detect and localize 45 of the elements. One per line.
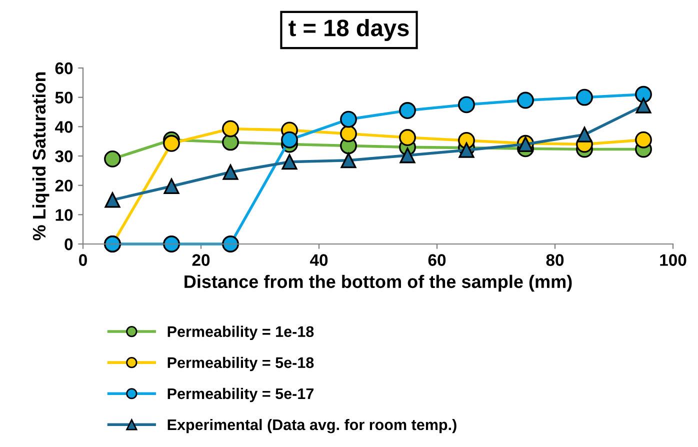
point: [222, 236, 239, 252]
point: [222, 134, 239, 151]
chart-title: t = 18 days: [288, 18, 409, 42]
point: [458, 142, 474, 158]
legend-label: Permeability = 1e-18: [168, 326, 314, 340]
point: [636, 98, 652, 114]
point: [458, 96, 475, 114]
point: [340, 110, 357, 128]
legend-label: Experimental (Data avg. for room temp.): [168, 418, 456, 434]
point: [163, 236, 180, 252]
x-tick-label: 60: [428, 254, 446, 266]
point: [164, 178, 180, 194]
point: [399, 102, 416, 120]
y-axis-title: % Liquid Saturation: [32, 72, 50, 240]
point: [281, 131, 298, 148]
x-tick-label: 20: [192, 254, 210, 266]
x-tick-label: 40: [310, 254, 328, 266]
point: [282, 154, 298, 170]
y-tick-label: 60: [55, 62, 73, 74]
y-tick-label: 20: [55, 180, 73, 192]
y-tick-label: 50: [55, 92, 73, 104]
x-tick-label: 0: [79, 254, 87, 266]
point: [400, 148, 416, 164]
point: [104, 192, 120, 208]
point: [576, 88, 593, 106]
point: [104, 150, 121, 168]
y-tick-label: 30: [55, 150, 73, 162]
x-axis-title: Distance from the bottom of the sample (mm): [184, 274, 572, 292]
point: [635, 131, 652, 148]
point: [635, 86, 652, 103]
point: [222, 120, 239, 138]
legend-label: Permeability = 5e-17: [168, 388, 314, 402]
x-tick-label: 100: [660, 254, 686, 266]
x-tick-label: 80: [546, 254, 564, 266]
y-tick-label: 0: [64, 238, 73, 250]
point: [517, 92, 534, 109]
point: [163, 134, 180, 152]
point: [399, 129, 416, 146]
legend-label: Permeability = 5e-18: [168, 356, 314, 372]
point: [222, 164, 238, 180]
point: [576, 126, 592, 142]
y-tick-label: 40: [54, 121, 73, 133]
y-tick-label: 10: [56, 209, 73, 221]
point: [340, 125, 357, 142]
point: [340, 152, 356, 168]
